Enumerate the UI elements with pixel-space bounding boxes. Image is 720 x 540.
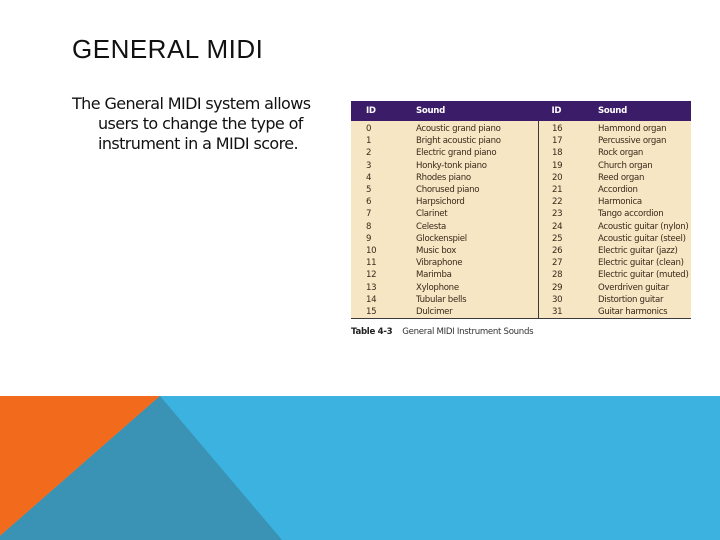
midi-instrument-table-figure: ID Sound ID Sound 0 Acoustic grand piano 1… [351,101,691,337]
instrument-sound: Overdriven guitar [598,282,669,293]
instrument-id: 30 [538,293,598,307]
instrument-id: 13 [366,282,377,293]
table-row: 10 Music box 26 Electric guitar (jazz) [351,245,691,258]
table-row: 11 Vibraphone 27 Electric guitar (clean) [351,257,691,270]
table-row: 15 Dulcimer 31 Guitar harmonics [351,306,691,320]
instrument-sound: Reed organ [598,172,645,183]
instrument-sound: Vibraphone [416,258,463,269]
instrument-id: 11 [366,258,377,269]
slide-body-text: The General MIDI system allows users to … [72,94,332,154]
instrument-sound: Tango accordion [598,209,664,220]
table-row: 6 Harpsichord 22 Harmonica [351,196,691,209]
instrument-sound: Rhodes piano [416,172,471,183]
instrument-sound: Dulcimer [416,306,539,320]
teal-triangle [0,396,282,540]
instrument-id: 16 [538,121,598,136]
instrument-sound: Harpsichord [416,197,465,208]
instrument-sound: Bright acoustic piano [416,136,501,147]
table-row: 8 Celesta 24 Acoustic guitar (nylon) [351,220,691,233]
instrument-id: 2 [366,148,372,159]
instrument-id: 28 [538,269,598,282]
caption-text: General MIDI Instrument Sounds [402,327,534,338]
instrument-id: 9 [366,233,372,244]
instrument-id: 25 [538,232,598,246]
table-row: 5 Chorused piano 21 Accordion [351,184,691,197]
table-row: 12 Marimba 28 Electric guitar (muted) [351,269,691,282]
table-row: 2 Electric grand piano 18 Rock organ [351,147,691,160]
instrument-id: 29 [538,281,598,294]
midi-instrument-table: ID Sound ID Sound 0 Acoustic grand piano 1… [351,101,691,320]
body-line: instrument in a MIDI score. [98,134,299,153]
instrument-sound: Honky-tonk piano [416,160,487,171]
header-id: ID [366,106,376,116]
table-row: 1 Bright acoustic piano 17 Percussive organ [351,135,691,148]
instrument-id: 18 [538,147,598,160]
header-id: ID [551,106,562,116]
table-row: 14 Tubular bells 30 Distortion guitar [351,293,691,307]
header-sound: Sound [598,106,627,116]
instrument-id: 31 [538,306,598,320]
instrument-sound: Music box [416,246,457,257]
instrument-sound: Accordion [598,185,638,196]
instrument-sound: Electric guitar (clean) [598,258,684,269]
instrument-id: 6 [366,197,372,208]
instrument-id: 24 [538,220,598,233]
instrument-id: 15 [351,306,416,320]
instrument-id: 17 [538,135,598,148]
table-header-row: ID Sound ID Sound [351,101,691,121]
caption-label: Table 4-3 [351,327,393,338]
instrument-id: 7 [366,209,372,220]
instrument-id: 12 [366,270,377,281]
instrument-sound: Xylophone [416,282,459,293]
instrument-id: 21 [538,184,598,197]
instrument-id: 5 [366,185,372,196]
instrument-id: 8 [366,221,372,232]
instrument-sound: Tubular bells [416,294,467,305]
instrument-id: 0 [366,124,372,134]
instrument-sound: Church organ [598,160,653,171]
table-row: 7 Clarinet 23 Tango accordion [351,208,691,221]
table-row: 9 Glockenspiel 25 Acoustic guitar (steel) [351,232,691,246]
table-row: 13 Xylophone 29 Overdriven guitar [351,281,691,294]
instrument-sound: Acoustic guitar (steel) [598,233,686,244]
instrument-id: 10 [366,246,377,257]
instrument-sound: Electric grand piano [416,148,497,159]
instrument-sound: Chorused piano [416,185,480,196]
body-line: users to change the type of [98,114,303,133]
instrument-sound: Glockenspiel [416,233,467,244]
body-line: The General MIDI system allows [72,94,311,113]
instrument-sound: Rock organ [598,148,644,159]
decorative-bottom-band [0,396,720,540]
instrument-id: 22 [538,196,598,209]
instrument-id: 27 [538,257,598,270]
instrument-id: 3 [366,160,372,171]
instrument-sound: Electric guitar (jazz) [598,246,678,257]
table-row: 0 Acoustic grand piano 16 Hammond organ [351,121,691,136]
slide-title: GENERAL MIDI [72,34,264,64]
instrument-sound: Marimba [416,270,452,281]
instrument-sound: Percussive organ [598,136,667,147]
instrument-sound: Clarinet [416,209,448,220]
table-row: 3 Honky-tonk piano 19 Church organ [351,159,691,172]
instrument-sound: Electric guitar (muted) [598,270,689,281]
instrument-sound: Hammond organ [598,124,667,134]
instrument-sound: Celesta [416,221,446,232]
table-row: 4 Rhodes piano 20 Reed organ [351,171,691,185]
instrument-sound: Guitar harmonics [598,306,691,320]
instrument-sound: Harmonica [598,197,642,208]
instrument-id: 14 [366,294,377,305]
instrument-sound: Acoustic grand piano [416,124,501,134]
instrument-id: 23 [538,208,598,221]
instrument-id: 19 [538,159,598,172]
instrument-sound: Acoustic guitar (nylon) [598,221,689,232]
instrument-id: 1 [366,136,372,147]
instrument-id: 20 [538,171,598,185]
table-caption: Table 4-3 General MIDI Instrument Sounds [351,327,691,337]
instrument-id: 26 [538,245,598,258]
instrument-sound: Distortion guitar [598,294,664,305]
header-sound: Sound [416,106,445,116]
instrument-id: 4 [366,172,372,183]
